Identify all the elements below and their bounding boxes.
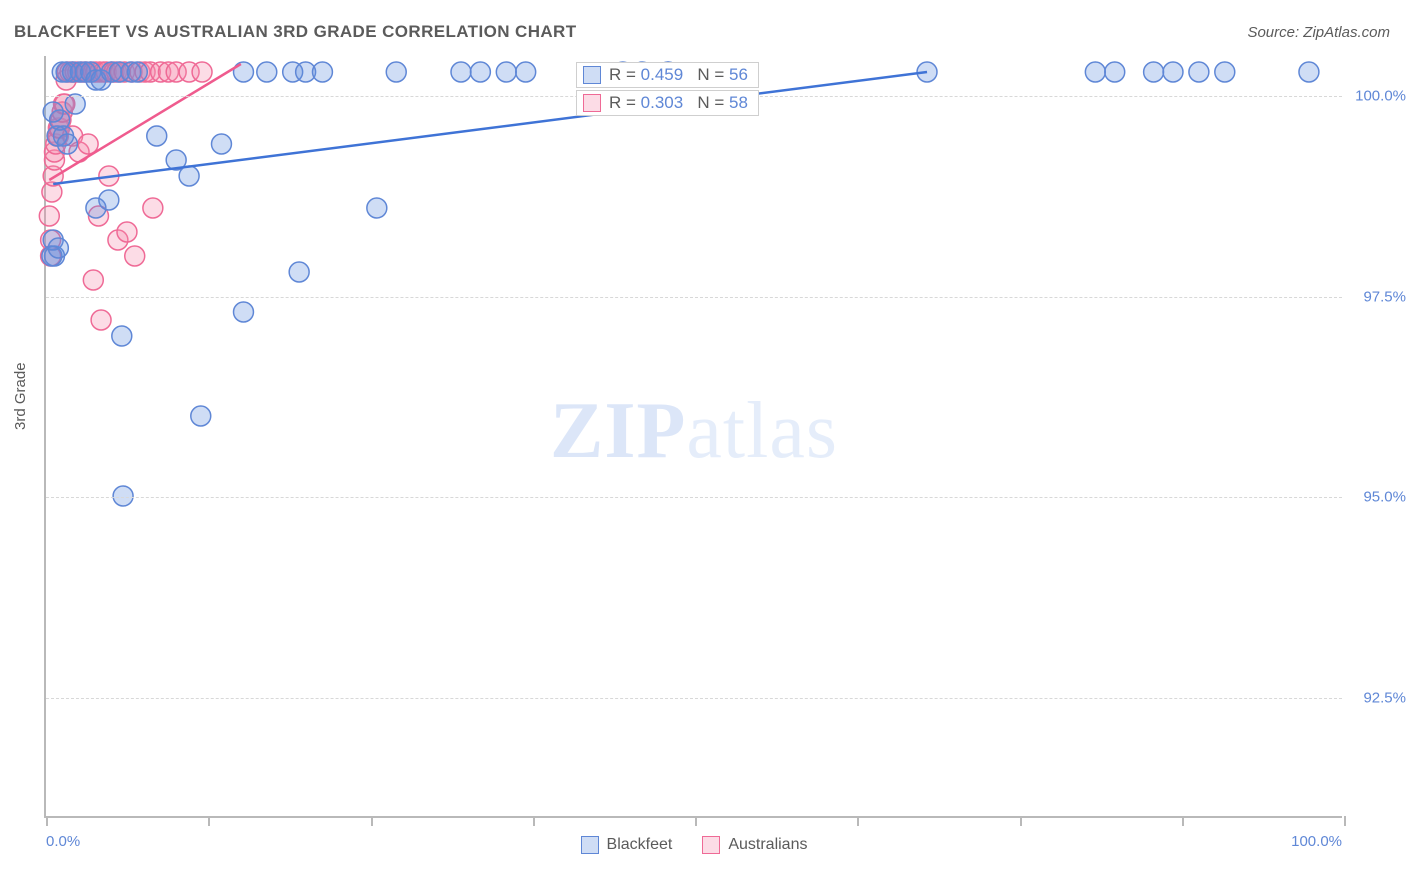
data-point-australians xyxy=(125,246,145,266)
gridline-h xyxy=(46,698,1342,699)
y-tick-label: 100.0% xyxy=(1346,88,1406,105)
data-point-blackfeet xyxy=(367,198,387,218)
data-point-blackfeet xyxy=(113,486,133,506)
legend-swatch xyxy=(583,94,601,112)
gridline-h xyxy=(46,297,1342,298)
legend-item-blackfeet: Blackfeet xyxy=(581,836,673,854)
x-tick xyxy=(46,816,48,826)
data-point-blackfeet xyxy=(289,262,309,282)
data-point-blackfeet xyxy=(257,62,277,82)
data-point-blackfeet xyxy=(470,62,490,82)
data-point-australians xyxy=(91,310,111,330)
data-point-blackfeet xyxy=(1189,62,1209,82)
data-point-blackfeet xyxy=(516,62,536,82)
data-point-blackfeet xyxy=(1085,62,1105,82)
data-point-blackfeet xyxy=(147,126,167,146)
data-point-blackfeet xyxy=(191,406,211,426)
data-point-blackfeet xyxy=(99,190,119,210)
x-tick xyxy=(208,816,210,826)
data-point-blackfeet xyxy=(112,326,132,346)
x-tick xyxy=(1020,816,1022,826)
data-point-blackfeet xyxy=(1299,62,1319,82)
legend-swatch xyxy=(583,66,601,84)
y-axis-label: 3rd Grade xyxy=(12,362,29,430)
data-point-blackfeet xyxy=(179,166,199,186)
data-point-blackfeet xyxy=(451,62,471,82)
y-tick-label: 95.0% xyxy=(1346,489,1406,506)
stats-text: R = 0.303 N = 58 xyxy=(609,93,748,113)
data-point-blackfeet xyxy=(496,62,516,82)
data-point-blackfeet xyxy=(1163,62,1183,82)
x-tick xyxy=(857,816,859,826)
chart-plot-area: ZIPatlas 92.5%95.0%97.5%100.0%0.0%100.0%… xyxy=(44,56,1342,818)
x-tick xyxy=(1344,816,1346,826)
x-tick xyxy=(695,816,697,826)
legend-label: Australians xyxy=(728,836,807,854)
data-point-australians xyxy=(143,198,163,218)
data-point-blackfeet xyxy=(43,102,63,122)
data-point-blackfeet xyxy=(1144,62,1164,82)
stats-box-blackfeet: R = 0.459 N = 56 xyxy=(576,62,759,88)
x-tick xyxy=(1182,816,1184,826)
data-point-blackfeet xyxy=(57,134,77,154)
y-tick-label: 97.5% xyxy=(1346,288,1406,305)
x-tick xyxy=(533,816,535,826)
data-point-blackfeet xyxy=(1215,62,1235,82)
x-tick xyxy=(371,816,373,826)
data-point-blackfeet xyxy=(234,302,254,322)
legend-swatch xyxy=(581,836,599,854)
chart-title: BLACKFEET VS AUSTRALIAN 3RD GRADE CORREL… xyxy=(14,22,577,42)
data-point-blackfeet xyxy=(234,62,254,82)
data-point-blackfeet xyxy=(211,134,231,154)
data-point-blackfeet xyxy=(1105,62,1125,82)
source-label: Source: ZipAtlas.com xyxy=(1247,24,1390,41)
data-point-blackfeet xyxy=(48,238,68,258)
legend: Blackfeet Australians xyxy=(46,836,1342,854)
data-point-australians xyxy=(117,222,137,242)
legend-label: Blackfeet xyxy=(607,836,673,854)
chart-svg xyxy=(46,56,1342,816)
stats-box-australians: R = 0.303 N = 58 xyxy=(576,90,759,116)
y-tick-label: 92.5% xyxy=(1346,689,1406,706)
data-point-australians xyxy=(192,62,212,82)
legend-swatch xyxy=(702,836,720,854)
stats-text: R = 0.459 N = 56 xyxy=(609,65,748,85)
trend-line-blackfeet xyxy=(53,72,927,184)
data-point-blackfeet xyxy=(127,62,147,82)
legend-item-australians: Australians xyxy=(702,836,807,854)
data-point-australians xyxy=(39,206,59,226)
data-point-blackfeet xyxy=(386,62,406,82)
data-point-blackfeet xyxy=(312,62,332,82)
data-point-australians xyxy=(83,270,103,290)
gridline-h xyxy=(46,497,1342,498)
